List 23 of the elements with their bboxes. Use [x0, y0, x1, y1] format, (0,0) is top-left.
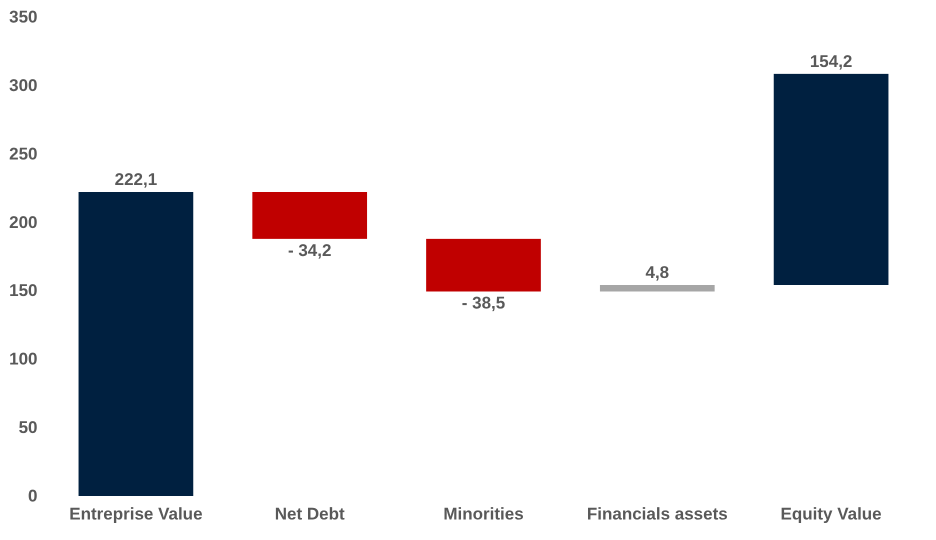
y-tick-label: 250: [9, 144, 38, 164]
y-tick-label: 0: [28, 486, 38, 506]
bar: [78, 192, 194, 496]
x-tick-label: Minorities: [443, 504, 524, 524]
y-tick-label: 150: [9, 281, 38, 300]
y-tick-label: 300: [9, 76, 38, 95]
y-tick-label: 200: [9, 212, 38, 232]
data-label: 4,8: [645, 262, 670, 282]
data-label: - 38,5: [462, 294, 506, 313]
x-tick-label: Net Debt: [274, 504, 345, 524]
data-label: - 34,2: [288, 240, 332, 260]
bar: [252, 192, 368, 239]
bar: [774, 74, 888, 285]
y-tick-label: 350: [9, 8, 38, 26]
x-tick-label: Equity Value: [780, 504, 882, 524]
x-tick-label: Financials assets: [586, 504, 728, 524]
data-label: 222,1: [114, 170, 158, 190]
x-tick-label: Entreprise Value: [69, 504, 203, 524]
data-label: 154,2: [810, 52, 852, 71]
bar: [426, 238, 541, 292]
y-tick-label: 50: [18, 418, 38, 438]
bar: [600, 284, 715, 292]
y-tick-label: 100: [9, 350, 38, 369]
